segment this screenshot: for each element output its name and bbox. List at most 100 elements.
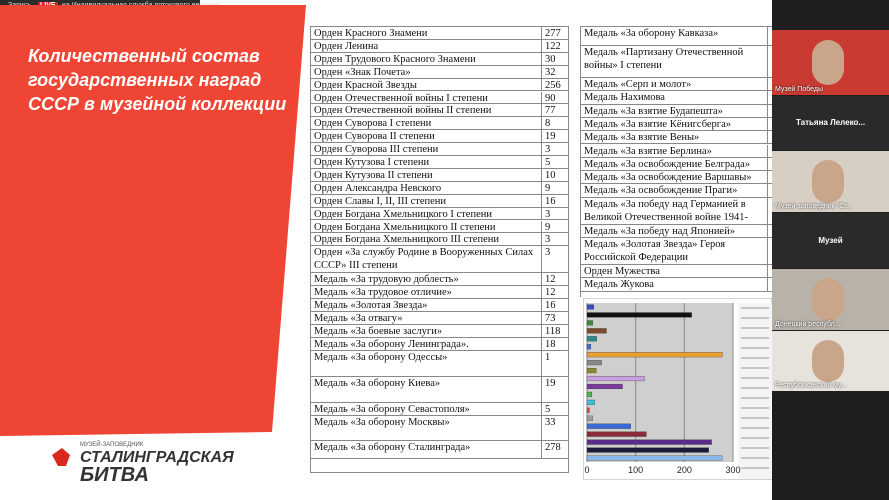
award-name: Медаль Жукова bbox=[581, 278, 768, 291]
award-name: Орден Отечественной войны I степени bbox=[311, 91, 542, 104]
participant-tile[interactable]: Музей bbox=[772, 213, 889, 268]
table-row: Медаль «За взятие Кёнигсберга» bbox=[581, 117, 773, 132]
participant-tile[interactable]: Татьяна Лелеко... bbox=[772, 96, 889, 150]
participant-face bbox=[812, 278, 844, 321]
award-name: Медаль «Золотая Звезда» Героя Российской… bbox=[581, 238, 768, 264]
table-row: Медаль Жукова bbox=[581, 278, 773, 292]
award-name: Орден Ленина bbox=[311, 39, 542, 52]
award-name: Орден «Знак Почета» bbox=[311, 65, 542, 78]
logo-small: МУЗЕЙ-ЗАПОВЕДНИК bbox=[80, 442, 144, 448]
table-row: Медаль «За победу над Германией в Велико… bbox=[581, 197, 773, 225]
table-row: Медаль «За оборону Москвы» 33 bbox=[311, 415, 568, 441]
table-row: Орден «За службу Родине в Вооруженных Си… bbox=[311, 246, 568, 274]
award-count: 9 bbox=[545, 182, 551, 194]
slide-title: Количественный состав государственных на… bbox=[28, 46, 287, 114]
award-count: 73 bbox=[545, 313, 556, 324]
table-row: Орден Красной Звезды 256 bbox=[311, 78, 568, 92]
bar bbox=[586, 407, 590, 413]
award-name: Орден «За службу Родине в Вооруженных Си… bbox=[311, 246, 542, 273]
award-name: Орден Богдана Хмельницкого III степени bbox=[311, 233, 542, 246]
table-row: Медаль «За освобождение Праги» bbox=[581, 184, 773, 198]
award-count: 278 bbox=[545, 441, 561, 453]
award-name: Медаль «За трудовую доблесть» bbox=[311, 273, 542, 286]
award-name: Медаль «За освобождение Варшавы» bbox=[581, 171, 768, 184]
bar bbox=[586, 431, 647, 437]
award-count: 10 bbox=[545, 169, 556, 181]
awards-table-left: Орден Красного Знамени 277 Орден Ленина 122… bbox=[310, 26, 569, 473]
table-row: Медаль «За освобождение Варшавы» bbox=[581, 171, 773, 185]
table-row: Орден Богдана Хмельницкого III степени 3 bbox=[311, 233, 568, 247]
award-name: Медаль «За отвагу» bbox=[311, 312, 542, 324]
x-tick-label: 0 bbox=[584, 465, 589, 475]
award-count: 8 bbox=[545, 118, 551, 130]
table-row: Орден Богдана Хмельницкого I степени 3 bbox=[311, 207, 568, 221]
award-name: Медаль «За трудовое отличие» bbox=[311, 286, 542, 299]
bar bbox=[586, 360, 602, 366]
award-count: 118 bbox=[545, 325, 561, 337]
award-count: 16 bbox=[545, 300, 556, 311]
participant-tile[interactable]: Музей Победы bbox=[772, 30, 889, 95]
participant-tile[interactable]: Музей-заповедник "Ст... bbox=[772, 151, 889, 212]
bar bbox=[586, 447, 709, 453]
table-row: Орден Трудового Красного Знамени 30 bbox=[311, 52, 568, 66]
award-count: 256 bbox=[545, 79, 561, 91]
award-name: Орден Богдана Хмельницкого I степени bbox=[311, 207, 542, 220]
award-name: Медаль «За оборону Севастополя» bbox=[311, 402, 542, 415]
table-row: Медаль «За оборону Киева» 19 bbox=[311, 376, 568, 403]
participant-name: Республиканский му... bbox=[775, 382, 847, 389]
award-name: Орден Трудового Красного Знамени bbox=[311, 52, 542, 65]
award-name: Медаль «За оборону Одессы» bbox=[311, 350, 542, 376]
bar bbox=[586, 439, 712, 445]
participant-name: Татьяна Лелеко... bbox=[795, 118, 866, 127]
bar bbox=[586, 320, 593, 326]
award-name: Орден Кутузова II степени bbox=[311, 168, 542, 181]
award-count: 32 bbox=[545, 66, 556, 78]
bar bbox=[586, 336, 597, 342]
award-count: 18 bbox=[545, 338, 556, 350]
award-name: Медаль «За оборону Киева» bbox=[311, 376, 542, 402]
award-count: 19 bbox=[545, 131, 556, 143]
award-count: 9 bbox=[545, 221, 551, 233]
participant-name: Музей bbox=[818, 235, 843, 245]
award-name: Медаль «За оборону Ленинграда». bbox=[311, 337, 542, 350]
participant-tile[interactable]: Республиканский му... bbox=[772, 331, 889, 391]
table-row: Орден Кутузова I степени 5 bbox=[311, 156, 568, 169]
award-count: 77 bbox=[545, 105, 556, 117]
table-row: Орден «Знак Почета» 32 bbox=[311, 65, 568, 79]
x-tick-label: 200 bbox=[677, 465, 692, 475]
table-row: Медаль «За оборону Севастополя» 5 bbox=[311, 402, 568, 416]
award-name: Медаль «За победу над Германией в Велико… bbox=[581, 197, 768, 224]
award-name: Медаль «Серп и молот» bbox=[581, 78, 768, 91]
table-row: Медаль «Золотая Звезда» 16 bbox=[311, 299, 568, 312]
award-name: Медаль «За освобождение Белграда» bbox=[581, 157, 768, 171]
award-name: Медаль «За взятие Кёнигсберга» bbox=[581, 117, 768, 131]
award-name: Медаль «За взятие Будапешта» bbox=[581, 104, 768, 117]
award-name: Орден Кутузова I степени bbox=[311, 156, 542, 168]
award-name: Орден Суворова I степени bbox=[311, 117, 542, 130]
table-row: Медаль «За взятие Вены» bbox=[581, 131, 773, 145]
table-row: Орден Богдана Хмельницкого II степени 9 bbox=[311, 220, 568, 234]
participant-name: Музей Победы bbox=[775, 86, 823, 93]
table-row: Орден Отечественной войны II степени 77 bbox=[311, 104, 568, 118]
award-count: 16 bbox=[545, 195, 556, 207]
logo-line2: БИТВА bbox=[80, 464, 149, 486]
award-count: 277 bbox=[545, 28, 561, 39]
bar bbox=[586, 375, 645, 382]
table-row: Медаль «За победу над Японией» bbox=[581, 224, 773, 238]
table-row: Медаль «За оборону Сталинграда» 278 bbox=[311, 440, 568, 459]
award-count: 3 bbox=[545, 208, 551, 220]
bar bbox=[586, 415, 593, 421]
participant-face bbox=[812, 340, 844, 382]
table-row: Орден Суворова III степени 3 bbox=[311, 143, 568, 156]
awards-table-right: Медаль «За оборону Кавказа»14Медаль «Пар… bbox=[580, 26, 773, 297]
table-row: Медаль «За оборону Ленинграда». 18 bbox=[311, 337, 568, 351]
table-row: Медаль «За трудовую доблесть» 12 bbox=[311, 273, 568, 287]
table-row: Орден Ленина 122 bbox=[311, 39, 568, 53]
bar bbox=[586, 423, 631, 429]
award-count: 12 bbox=[545, 287, 556, 299]
participant-tile[interactable]: Донецкий республ... bbox=[772, 269, 889, 330]
award-name: Орден Славы I, II, III степени bbox=[311, 194, 542, 207]
award-count: 5 bbox=[545, 157, 551, 168]
table-row: Медаль «За отвагу» 73 bbox=[311, 312, 568, 325]
